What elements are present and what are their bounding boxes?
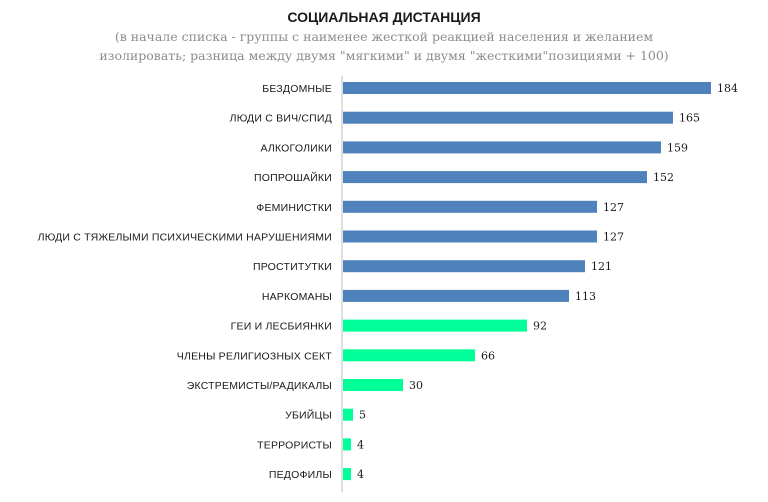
data-label: 92 <box>533 320 547 333</box>
bar <box>343 230 597 243</box>
data-label: 113 <box>575 290 596 303</box>
data-label: 127 <box>603 231 624 244</box>
bar <box>343 141 661 154</box>
data-label: 165 <box>679 112 700 125</box>
bar <box>343 260 585 273</box>
bar <box>343 111 673 124</box>
data-label: 4 <box>357 468 364 481</box>
data-label: 5 <box>359 409 366 422</box>
category-label: ПЕДОФИЛЫ <box>269 469 332 481</box>
chart-title: СОЦИАЛЬНАЯ ДИСТАНЦИЯ <box>287 9 481 25</box>
data-label: 127 <box>603 201 624 214</box>
bar <box>343 200 597 213</box>
category-label: УБИЙЦЫ <box>285 409 332 422</box>
data-label: 159 <box>667 141 688 154</box>
data-label: 152 <box>653 171 674 184</box>
bar <box>343 289 569 302</box>
bar <box>343 82 711 94</box>
category-label: БЕЗДОМНЫЕ <box>262 83 332 95</box>
data-label: 121 <box>591 260 612 273</box>
chart-subtitle-line-1: (в начале списка - группы с наименее жес… <box>114 29 654 44</box>
bar <box>343 438 351 451</box>
data-label: 184 <box>717 82 738 95</box>
data-label: 4 <box>357 438 364 451</box>
category-label: ФЕМИНИСТКИ <box>256 202 332 214</box>
category-label: ЧЛЕНЫ РЕЛИГИОЗНЫХ СЕКТ <box>177 350 333 362</box>
data-label: 30 <box>409 379 423 392</box>
category-label: ПРОСТИТУТКИ <box>253 261 332 273</box>
category-label: АЛКОГОЛИКИ <box>260 142 332 154</box>
category-label: ЛЮДИ С ВИЧ/СПИД <box>230 113 332 125</box>
bar <box>343 408 353 421</box>
data-label: 66 <box>481 349 495 362</box>
category-label: ТЕРРОРИСТЫ <box>257 439 332 451</box>
bar <box>343 349 475 362</box>
category-label: ЭКСТРЕМИСТЫ/РАДИКАЛЫ <box>187 380 332 392</box>
category-label: НАРКОМАНЫ <box>262 291 332 303</box>
bar <box>343 171 647 184</box>
category-label: ПОПРОШАЙКИ <box>254 171 332 184</box>
category-label: ЛЮДИ С ТЯЖЕЛЫМИ ПСИХИЧЕСКИМИ НАРУШЕНИЯМИ <box>38 232 332 244</box>
category-label: ГЕИ И ЛЕСБИЯНКИ <box>231 321 332 333</box>
bar <box>343 468 351 481</box>
bar <box>343 319 527 332</box>
bar <box>343 379 403 391</box>
chart-subtitle-line-2: изолировать; разница между двумя "мягким… <box>99 48 669 63</box>
